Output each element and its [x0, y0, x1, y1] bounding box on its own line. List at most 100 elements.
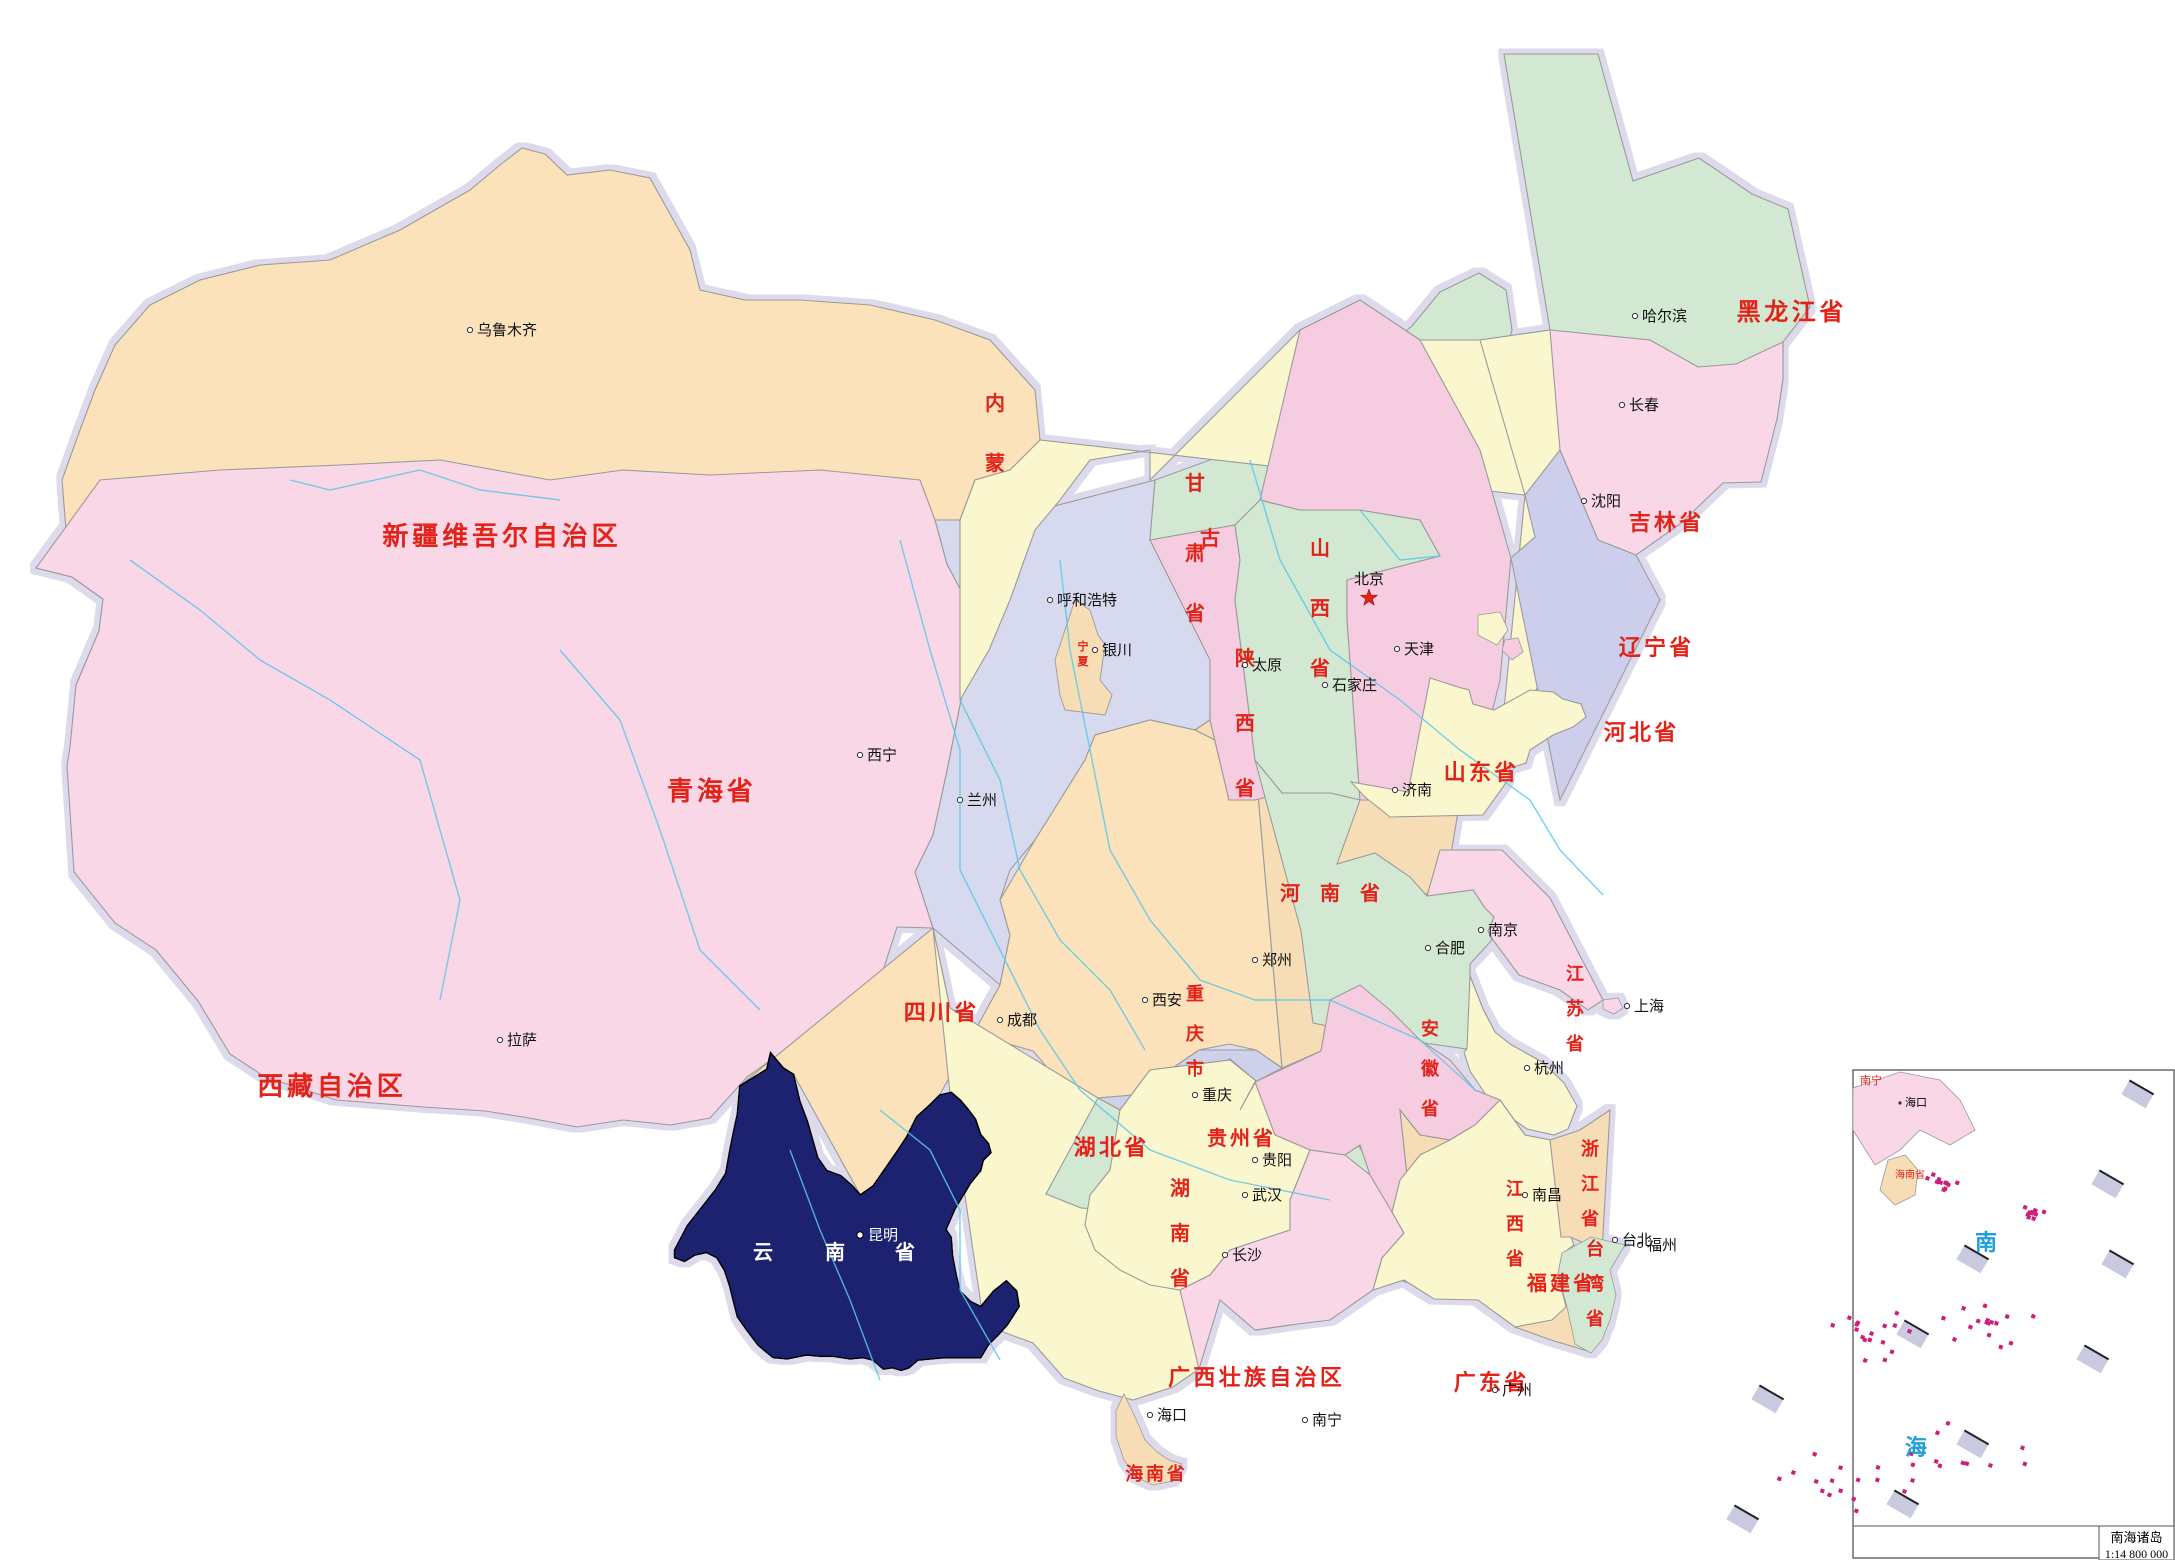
svg-text:呼和浩特: 呼和浩特	[1057, 592, 1117, 609]
svg-text:云: 云	[753, 1242, 773, 1264]
svg-text:省: 省	[1184, 602, 1205, 625]
svg-text:海: 海	[697, 776, 723, 806]
svg-text:海南省: 海南省	[1895, 1168, 1925, 1181]
svg-text:西安: 西安	[1152, 992, 1182, 1009]
svg-text:贵: 贵	[1207, 1127, 1227, 1150]
svg-text:山: 山	[1444, 760, 1466, 785]
svg-text:甘: 甘	[1185, 472, 1205, 495]
svg-text:浙: 浙	[1581, 1138, 1599, 1159]
svg-text:长春: 长春	[1629, 397, 1659, 414]
svg-text:河: 河	[1280, 882, 1300, 905]
svg-text:南: 南	[1975, 1230, 1997, 1255]
svg-text:海: 海	[1125, 1463, 1143, 1484]
svg-text:自: 自	[532, 521, 558, 551]
svg-text:省: 省	[1359, 882, 1380, 905]
svg-text:北: 北	[1629, 720, 1651, 745]
svg-text:成都: 成都	[1007, 1012, 1037, 1029]
svg-text:安: 安	[1421, 1018, 1439, 1039]
svg-text:省: 省	[1252, 1127, 1273, 1150]
svg-text:湖: 湖	[1170, 1177, 1190, 1200]
svg-text:海: 海	[1905, 1435, 1927, 1460]
svg-text:省: 省	[1505, 1248, 1524, 1269]
svg-text:昆明: 昆明	[868, 1227, 898, 1244]
svg-text:市: 市	[1186, 1058, 1204, 1079]
svg-text:海口: 海口	[1157, 1407, 1187, 1424]
svg-text:杭州: 杭州	[1534, 1060, 1564, 1077]
svg-text:太原: 太原	[1252, 657, 1282, 674]
svg-text:银川: 银川	[1102, 642, 1132, 659]
svg-text:海口: 海口	[1905, 1095, 1927, 1109]
svg-text:宁: 宁	[1644, 635, 1666, 660]
svg-text:自: 自	[317, 1071, 343, 1101]
svg-text:湖: 湖	[1074, 1135, 1096, 1160]
svg-text:疆: 疆	[412, 521, 438, 551]
svg-text:区: 区	[1320, 1365, 1342, 1390]
svg-text:徽: 徽	[1420, 1058, 1440, 1079]
svg-text:庆: 庆	[1186, 1023, 1204, 1044]
svg-text:青: 青	[667, 776, 693, 806]
svg-text:吾: 吾	[472, 521, 498, 551]
svg-text:省: 省	[1668, 635, 1691, 660]
svg-text:广州: 广州	[1502, 1382, 1532, 1399]
svg-text:建: 建	[1550, 1271, 1570, 1295]
svg-text:治: 治	[347, 1071, 373, 1101]
svg-text:广: 广	[1454, 1370, 1476, 1395]
svg-text:湾: 湾	[1586, 1273, 1604, 1294]
svg-text:省: 省	[726, 776, 753, 806]
svg-text:壮: 壮	[1219, 1365, 1241, 1390]
svg-text:河: 河	[1604, 720, 1626, 745]
svg-text:北: 北	[1099, 1135, 1121, 1160]
svg-text:州: 州	[1230, 1127, 1250, 1150]
svg-text:古: 古	[1200, 526, 1220, 550]
svg-text:西: 西	[1310, 598, 1330, 620]
svg-text:江: 江	[1566, 964, 1584, 984]
svg-text:合肥: 合肥	[1435, 940, 1465, 957]
svg-text:重: 重	[1186, 983, 1204, 1004]
svg-text:西宁: 西宁	[867, 747, 897, 764]
svg-text:族: 族	[1244, 1365, 1267, 1390]
svg-text:天津: 天津	[1404, 641, 1434, 658]
svg-text:江: 江	[1506, 1179, 1524, 1199]
svg-text:辽: 辽	[1619, 635, 1642, 660]
svg-text:省: 省	[953, 1000, 976, 1025]
svg-text:南: 南	[1170, 1222, 1190, 1245]
svg-text:乌鲁木齐: 乌鲁木齐	[477, 322, 537, 339]
svg-text:省: 省	[1585, 1308, 1604, 1329]
svg-text:省: 省	[1565, 1033, 1584, 1054]
svg-text:南京: 南京	[1488, 922, 1518, 939]
svg-text:台: 台	[1586, 1238, 1604, 1259]
svg-text:夏: 夏	[1078, 655, 1090, 668]
svg-text:南宁: 南宁	[1312, 1412, 1342, 1429]
svg-text:区: 区	[377, 1071, 403, 1101]
svg-text:维: 维	[442, 521, 468, 551]
svg-text:山: 山	[1310, 537, 1330, 560]
svg-text:东: 东	[1469, 760, 1491, 785]
svg-text:省: 省	[1818, 299, 1843, 326]
svg-text:江: 江	[1581, 1174, 1599, 1194]
svg-text:广: 广	[1168, 1365, 1190, 1390]
svg-text:南宁: 南宁	[1860, 1073, 1882, 1087]
svg-text:省: 省	[1234, 777, 1255, 800]
svg-text:南: 南	[1146, 1463, 1164, 1484]
svg-text:西: 西	[1506, 1214, 1524, 1234]
svg-text:北京: 北京	[1354, 571, 1384, 588]
svg-text:石家庄: 石家庄	[1332, 676, 1377, 694]
svg-text:省: 省	[1678, 510, 1701, 535]
svg-text:治: 治	[1295, 1365, 1317, 1390]
svg-text:济南: 济南	[1402, 782, 1432, 799]
svg-text:1:14 800 000: 1:14 800 000	[2105, 1547, 2168, 1560]
svg-text:吉: 吉	[1629, 510, 1651, 535]
svg-text:黑: 黑	[1737, 299, 1761, 326]
svg-text:拉萨: 拉萨	[507, 1032, 537, 1049]
svg-text:长沙: 长沙	[1232, 1247, 1262, 1264]
svg-text:省: 省	[1653, 720, 1676, 745]
svg-text:上海: 上海	[1634, 998, 1664, 1015]
svg-text:郑州: 郑州	[1262, 952, 1292, 969]
svg-text:省: 省	[1493, 760, 1516, 785]
svg-text:内: 内	[985, 391, 1005, 415]
svg-text:藏: 藏	[287, 1071, 313, 1101]
svg-text:自: 自	[1269, 1365, 1291, 1390]
svg-text:江: 江	[1792, 299, 1816, 326]
svg-text:四: 四	[904, 1000, 926, 1025]
svg-text:尔: 尔	[502, 521, 528, 551]
